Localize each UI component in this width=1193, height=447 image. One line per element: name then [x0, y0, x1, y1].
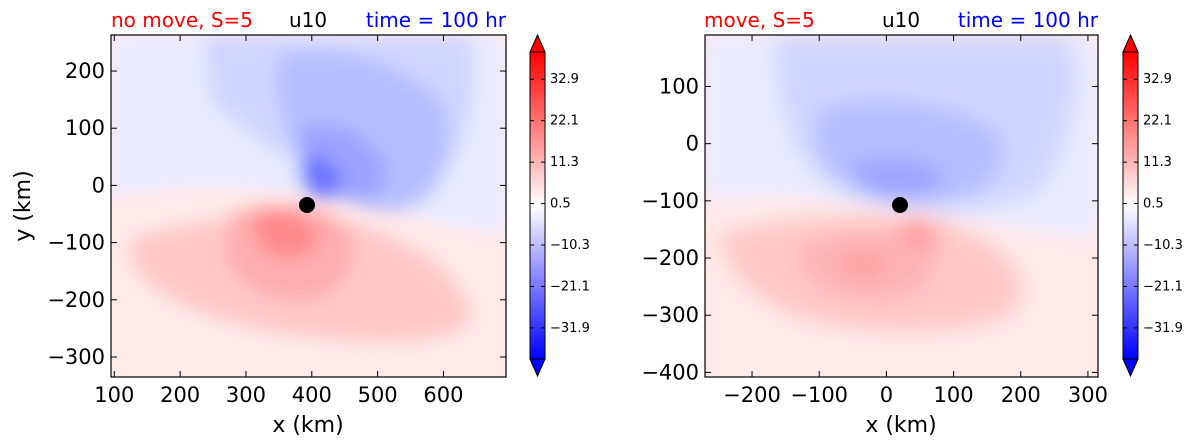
colorbar-tick-label: 22.1: [550, 114, 579, 129]
y-tick-label: 0: [686, 132, 699, 156]
colorbar-tick-label: −10.3: [550, 238, 590, 253]
y-tick-label: 0: [92, 173, 105, 197]
y-tick-label: −300: [641, 303, 699, 327]
x-tick-label: 300: [226, 383, 266, 407]
plot-frame: [110, 34, 507, 378]
colorbar-tick-label: −31.9: [1143, 321, 1183, 336]
y-tick-label: −300: [47, 345, 105, 369]
y-tick-label: 100: [65, 116, 105, 140]
x-tick-label: 200: [1001, 383, 1041, 407]
colorbar-tick-label: 11.3: [1143, 155, 1172, 170]
x-tick-label: 600: [423, 383, 463, 407]
colorbar-tick-label: 11.3: [550, 155, 579, 170]
colorbar: 32.9 22.1 11.3 0.5 −10.3 −21.1 −31.9: [529, 33, 590, 378]
x-tick-label: 500: [358, 383, 398, 407]
x-tick-label: 100: [94, 383, 134, 407]
y-tick-label: 100: [659, 74, 699, 98]
y-tick-label: −200: [47, 288, 105, 312]
colorbar-tick-label: −10.3: [1143, 238, 1183, 253]
plot-frame: [704, 34, 1099, 378]
x-tick-label: 0: [880, 383, 893, 407]
axes: −200 −100 0 100 200 300 −400 −300 −200 −100 0 100: [641, 35, 1108, 407]
colorbar-tick-label: 32.9: [1143, 72, 1172, 87]
contour-field: [111, 35, 506, 377]
axes: 100 200 300 400 500 600 −300 −200 −100 0 100 200: [47, 35, 506, 407]
title-right: time = 100 hr: [958, 8, 1099, 32]
colorbar-tick-label: 0.5: [550, 197, 571, 212]
panel-move: move, S=5 u10 time = 100 hr −200 −100 0 100…: [641, 8, 1183, 438]
title-right: time = 100 hr: [366, 8, 507, 32]
x-tick-label: 100: [934, 383, 974, 407]
y-tick-label: −100: [641, 189, 699, 213]
y-tick-label: −100: [47, 231, 105, 255]
center-marker: [299, 197, 315, 213]
colorbar-tick-label: 22.1: [1143, 114, 1172, 129]
x-axis-label: x (km): [865, 413, 936, 438]
x-tick-label: −100: [790, 383, 848, 407]
title-center: u10: [882, 8, 920, 32]
x-tick-label: 300: [1068, 383, 1108, 407]
title-left: move, S=5: [704, 8, 815, 32]
colorbar-tick-label: −21.1: [550, 279, 590, 294]
colorbar-tick-label: 32.9: [550, 72, 579, 87]
center-marker: [892, 197, 908, 213]
x-axis-label: x (km): [272, 413, 343, 438]
colorbar-tick-label: −31.9: [550, 321, 590, 336]
colorbar-tick-label: 0.5: [1143, 197, 1164, 212]
x-tick-label: 200: [160, 383, 200, 407]
colorbar-tick-label: −21.1: [1143, 279, 1183, 294]
y-tick-label: 200: [65, 59, 105, 83]
colorbar: 32.9 22.1 11.3 0.5 −10.3 −21.1 −31.9: [1122, 33, 1183, 378]
title-left: no move, S=5: [111, 8, 253, 32]
x-tick-label: −200: [723, 383, 781, 407]
panel-no-move: no move, S=5 u10 time = 100 hr 100 200 300…: [11, 8, 590, 438]
y-tick-label: −400: [641, 360, 699, 384]
title-center: u10: [289, 8, 327, 32]
x-tick-label: 400: [292, 383, 332, 407]
y-axis-label: y (km): [11, 170, 36, 241]
y-tick-label: −200: [641, 246, 699, 270]
contour-field: [705, 35, 1098, 377]
